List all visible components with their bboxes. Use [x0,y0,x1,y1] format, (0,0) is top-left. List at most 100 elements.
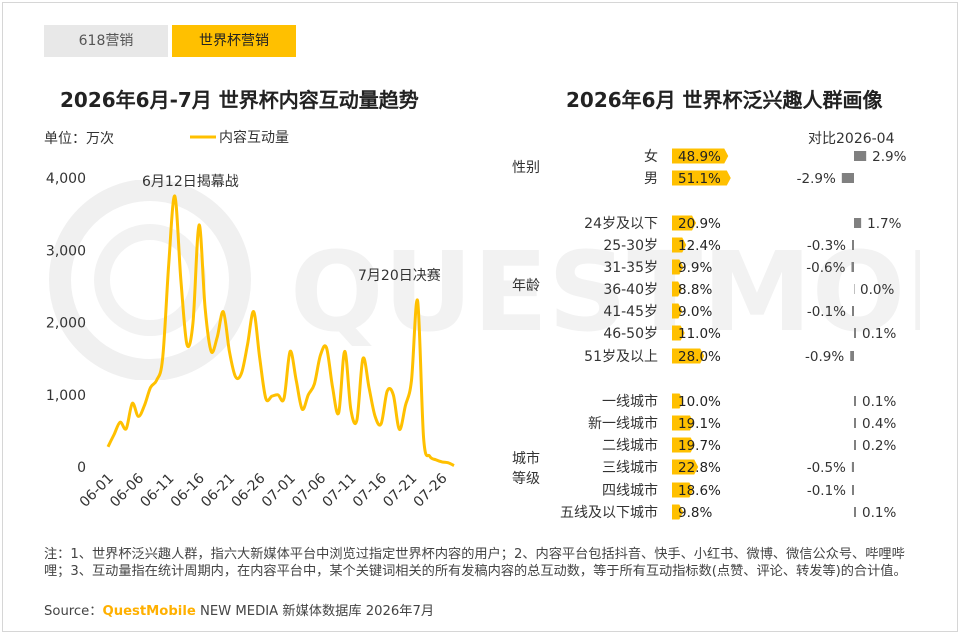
line-chart: 4,0003,0002,0001,0000内容互动量06-0106-0606-1… [46,129,455,511]
delta-value-label: -0.1% [807,483,846,499]
group-label-age: 年龄 [512,278,540,294]
share-value-label: 9.8% [678,505,712,521]
share-value-label: 9.0% [678,304,712,320]
delta-value-label: -0.6% [806,260,845,276]
category-label: 46-50岁 [603,326,658,342]
y-tick-label: 3,000 [46,243,86,259]
delta-bar [854,284,855,294]
delta-value-label: 2.9% [872,149,906,165]
category-label: 女 [644,148,658,165]
share-bar [672,170,731,186]
share-bar [672,348,705,364]
delta-bar [852,485,854,495]
share-bar [672,504,684,520]
source-brand: QuestMobile [102,604,196,619]
x-tick-label: 07-01 [259,471,299,511]
delta-bar [852,240,854,250]
annotation-final-match: 7月20日决赛 [358,268,441,284]
delta-bar [850,351,854,361]
category-label: 41-45岁 [603,304,658,320]
share-value-label: 10.0% [678,394,721,410]
tab-618-marketing[interactable]: 618营销 [44,25,168,57]
share-bar [672,259,684,275]
share-value-label: 51.1% [678,171,721,187]
category-label: 25-30岁 [603,238,658,254]
delta-value-label: 0.1% [862,326,896,342]
legend-label: 内容互动量 [219,129,289,146]
share-value-label: 12.4% [678,238,721,254]
x-tick-label: 06-06 [107,470,147,510]
share-bar [672,281,683,297]
group-label-gender: 性别 [512,160,540,176]
share-bar [672,215,697,231]
category-label: 三线城市 [602,459,658,476]
category-label: 五线及以下城市 [560,504,658,521]
delta-bar [851,262,854,272]
delta-value-label: -0.5% [807,460,846,476]
category-label: 31-35岁 [603,260,658,276]
share-value-label: 20.9% [678,216,721,232]
unit-label: 单位：万次 [44,131,114,147]
share-bar [672,437,695,453]
share-value-label: 8.8% [678,282,712,298]
category-label: 二线城市 [602,437,658,454]
category-label: 男 [644,171,658,187]
right-chart-title: 2026年6月 世界杯泛兴趣人群画像 [566,88,883,112]
delta-bar [854,328,856,338]
x-tick-label: 07-26 [411,470,451,510]
delta-bar [854,218,862,228]
y-tick-label: 0 [77,460,86,476]
category-label: 四线城市 [602,482,658,499]
share-value-label: 19.7% [678,438,721,454]
portrait-bar-chart: 性别 女 48.9% 2.9% 男 51.1% -2.9% 年龄 24岁及以下 20.9% 1.7%… [512,148,907,521]
category-label: 新一线城市 [588,415,658,432]
delta-bar [841,173,854,183]
x-tick-label: 06-21 [198,471,238,511]
share-bar [672,415,694,431]
x-tick-label: 06-16 [168,470,208,510]
share-value-label: 11.0% [678,326,721,342]
delta-bar [854,396,856,406]
delta-value-label: -0.9% [805,349,844,365]
delta-bar [854,440,856,450]
x-tick-label: 06-11 [137,471,177,511]
delta-value-label: -2.9% [797,171,836,187]
delta-value-label: 0.1% [862,505,896,521]
share-bar [672,148,729,164]
y-tick-label: 1,000 [46,388,86,404]
source-suffix: NEW MEDIA 新媒体数据库 2026年7月 [195,604,435,619]
source-prefix: Source： [44,604,103,619]
category-label: 51岁及以上 [584,349,658,365]
compare-label: 对比2026-04 [808,131,895,147]
footnote: 注：1、世界杯泛兴趣人群，指六大新媒体平台中浏览过指定世界杯内容的用户；2、内容… [44,547,907,579]
delta-value-label: 0.2% [862,438,896,454]
x-tick-label: 07-06 [289,470,329,510]
share-value-label: 48.9% [678,149,721,165]
y-tick-label: 4,000 [46,171,86,187]
share-bar [672,482,694,498]
delta-value-label: 0.0% [860,282,894,298]
x-tick-label: 07-16 [350,470,390,510]
share-bar [672,237,687,253]
x-tick-label: 07-21 [380,471,420,511]
share-value-label: 18.6% [678,483,721,499]
series-line-interaction [106,194,455,467]
delta-value-label: -0.3% [807,238,846,254]
delta-bar [854,418,856,428]
category-label: 一线城市 [602,393,658,410]
delta-bar [851,462,854,472]
share-bar [672,393,684,409]
source-line: Source：QuestMobile NEW MEDIA 新媒体数据库 2026… [44,600,434,619]
delta-bar [854,151,867,161]
share-bar [672,459,699,475]
tab-worldcup-marketing[interactable]: 世界杯营销 [172,25,296,57]
category-label: 24岁及以下 [584,216,658,232]
delta-value-label: -0.1% [807,304,846,320]
category-label: 36-40岁 [603,282,658,298]
share-bar [672,303,683,319]
group-label-city-tier: 城市 [512,450,540,467]
y-tick-label: 2,000 [46,316,86,332]
x-tick-label: 06-26 [228,470,268,510]
delta-value-label: 1.7% [867,216,901,232]
